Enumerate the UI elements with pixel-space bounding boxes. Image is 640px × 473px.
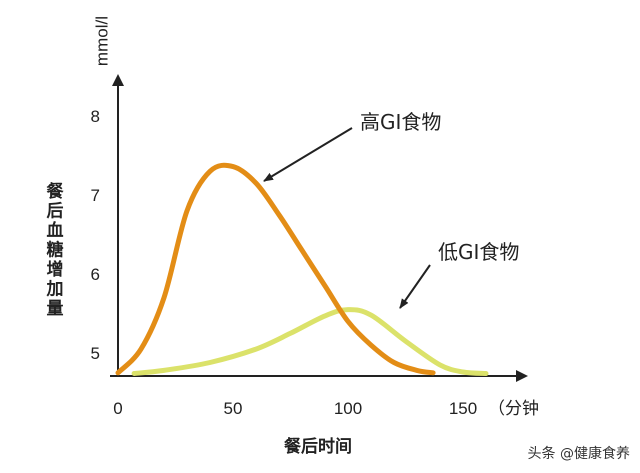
y-axis-title-char: 加: [46, 280, 64, 300]
series-high-gi-line: [115, 162, 436, 376]
x-tick-label: 50: [224, 399, 243, 418]
series-layer: [115, 162, 489, 376]
y-axis-title-char: 后: [47, 202, 64, 222]
y-tick-label: 7: [91, 186, 100, 205]
annotation-high-gi: 高GI食物: [360, 110, 441, 134]
x-tick-label: 150: [449, 399, 477, 418]
y-ticks: 5 6 7 8: [91, 107, 100, 363]
x-tick-label: 100: [334, 399, 362, 418]
x-axis-arrow: [516, 370, 528, 382]
annotation-low-gi: 低GI食物: [438, 240, 519, 264]
y-axis-arrow: [112, 74, 124, 86]
x-tick-label: 0: [113, 399, 122, 418]
y-axis-title-char: 餐: [47, 181, 65, 202]
y-tick-label: 5: [91, 344, 100, 363]
y-tick-label: 8: [91, 107, 100, 126]
y-axis-title-char: 增: [47, 259, 64, 280]
x-axis-title: 餐后时间: [284, 436, 352, 457]
watermark: 头条 @健康食养: [528, 445, 630, 462]
y-axis-title-char: 量: [47, 298, 64, 319]
series-low-gi-line: [131, 307, 489, 376]
annotation-arrow-high-gi: [263, 127, 353, 182]
y-unit-label: mmol/l: [92, 16, 111, 66]
y-tick-label: 6: [91, 265, 100, 284]
y-axis-title-char: 血: [47, 220, 64, 241]
x-unit-label: （分钟: [488, 399, 539, 418]
y-axis-title-char: 糖: [47, 240, 64, 261]
annotation-arrow-low-gi: [399, 264, 431, 309]
x-ticks: 0 50 100 150: [113, 399, 477, 418]
